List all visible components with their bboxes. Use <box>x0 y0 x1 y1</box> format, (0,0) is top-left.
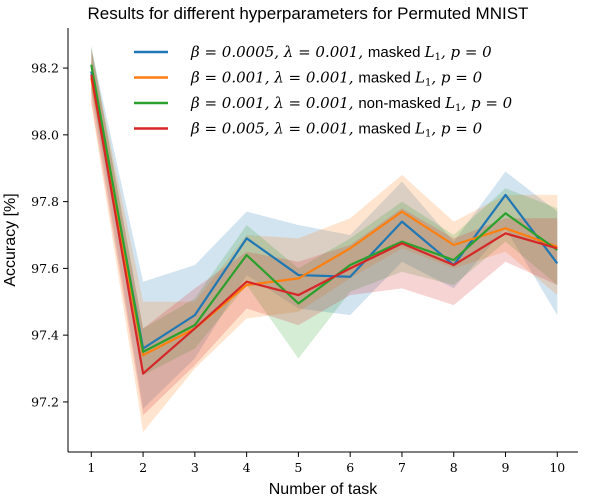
y-ticks: 97.2 97.4 97.6 97.8 98.0 98.2 <box>31 61 68 409</box>
chart-title: Results for different hyperparameters fo… <box>88 4 529 23</box>
x-axis-label: Number of task <box>269 481 378 496</box>
legend: β = 0.0005, λ = 0.001, masked L1, p = 0 β… <box>134 43 513 140</box>
legend-label-4: β = 0.005, λ = 0.001, masked L1, p = 0 <box>190 120 483 140</box>
y-tick-label: 97.6 <box>31 261 59 276</box>
x-ticks: 1 2 3 4 5 6 7 8 9 10 <box>87 452 565 475</box>
series-lines <box>90 64 559 375</box>
legend-label-3: β = 0.001, λ = 0.001, non-masked L1, p =… <box>190 94 513 114</box>
confidence-band-3 <box>91 44 558 376</box>
confidence-band-2 <box>91 51 558 432</box>
x-tick-label: 10 <box>549 460 565 475</box>
y-axis-label: Accuracy [%] <box>2 193 19 286</box>
x-tick-label: 3 <box>191 460 199 475</box>
confidence-band-4 <box>91 48 558 416</box>
y-tick-label: 97.2 <box>31 394 59 409</box>
x-tick-label: 6 <box>346 460 354 475</box>
x-tick-label: 1 <box>87 460 95 475</box>
x-tick-label: 2 <box>139 460 147 475</box>
x-tick-label: 7 <box>398 460 406 475</box>
x-tick-label: 8 <box>450 460 458 475</box>
series-line-1 <box>90 71 559 350</box>
x-tick-label: 4 <box>243 460 251 475</box>
series-line-4 <box>90 74 558 375</box>
legend-label-2: β = 0.001, λ = 0.001, masked L1, p = 0 <box>190 69 483 89</box>
x-tick-label: 5 <box>294 460 302 475</box>
y-tick-label: 98.0 <box>31 127 59 142</box>
legend-label-1: β = 0.0005, λ = 0.001, masked L1, p = 0 <box>190 43 492 63</box>
y-tick-label: 97.4 <box>31 328 59 343</box>
y-tick-label: 98.2 <box>31 61 59 76</box>
series-line-3 <box>90 64 558 353</box>
x-tick-label: 9 <box>502 460 510 475</box>
y-tick-label: 97.8 <box>31 194 59 209</box>
